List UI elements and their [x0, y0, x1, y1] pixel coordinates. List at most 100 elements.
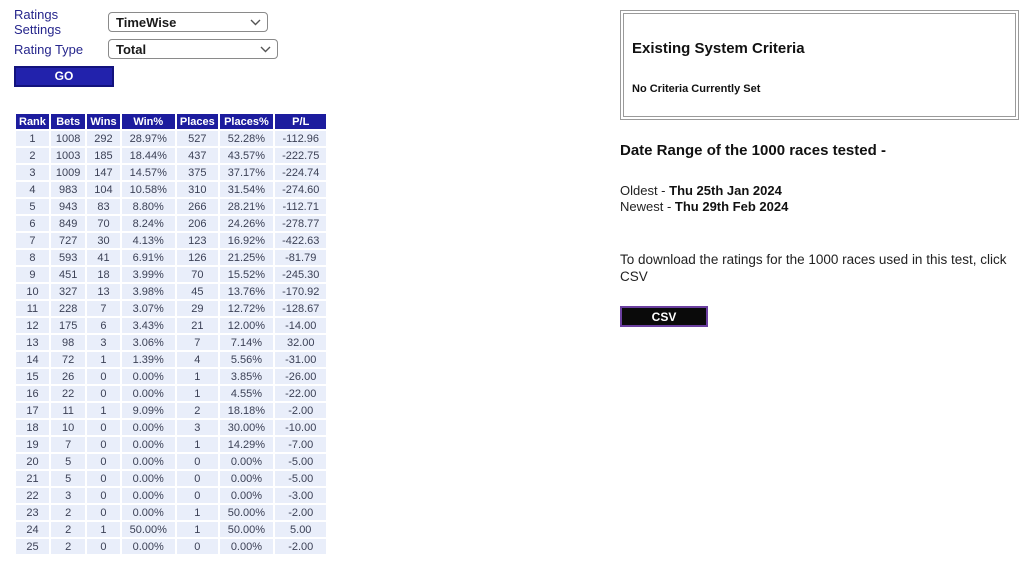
table-cell: 11: [16, 301, 49, 316]
column-header: Places: [176, 114, 218, 129]
table-cell: 2: [16, 148, 49, 163]
table-cell: 3.06%: [121, 335, 175, 350]
table-cell: 437: [176, 148, 218, 163]
table-cell: 147: [87, 165, 120, 180]
system-criteria-panel: Existing System Criteria No Criteria Cur…: [620, 10, 1019, 327]
table-cell: 3.07%: [121, 301, 175, 316]
table-cell: 6.91%: [121, 250, 175, 265]
table-cell: -2.00: [275, 505, 327, 520]
table-cell: 4.13%: [121, 233, 175, 248]
oldest-label: Oldest -: [620, 183, 670, 198]
table-cell: -5.00: [275, 454, 327, 469]
table-cell: -422.63: [275, 233, 327, 248]
table-cell: 3: [16, 165, 49, 180]
table-cell: 0: [87, 437, 120, 452]
table-cell: 0: [87, 471, 120, 486]
table-cell: 228: [50, 301, 86, 316]
table-cell: 185: [87, 148, 120, 163]
table-row: 9 451 18 3.99% 70 15.52% -245.30: [16, 267, 327, 282]
table-row: 4 983 104 10.58% 310 31.54% -274.60: [16, 182, 327, 197]
table-cell: -81.79: [275, 250, 327, 265]
table-cell: 327: [50, 284, 86, 299]
newest-label: Newest -: [620, 199, 675, 214]
download-instructions: To download the ratings for the 1000 rac…: [620, 252, 1007, 284]
csv-download-button[interactable]: CSV: [620, 306, 708, 327]
table-cell: 1008: [50, 131, 86, 146]
table-cell: 727: [50, 233, 86, 248]
table-cell: 3: [50, 488, 86, 503]
table-row: 18 10 0 0.00% 3 30.00% -10.00: [16, 420, 327, 435]
table-cell: 70: [87, 216, 120, 231]
table-cell: 15.52%: [219, 267, 274, 282]
table-cell: 18: [16, 420, 49, 435]
table-cell: 0.00%: [121, 539, 175, 554]
column-header: Wins: [87, 114, 120, 129]
table-row: 10 327 13 3.98% 45 13.76% -170.92: [16, 284, 327, 299]
rating-type-select[interactable]: Total: [108, 39, 278, 59]
table-cell: 0.00%: [219, 471, 274, 486]
table-cell: 22: [16, 488, 49, 503]
table-cell: 0.00%: [121, 454, 175, 469]
table-cell: 50.00%: [121, 522, 175, 537]
table-cell: -10.00: [275, 420, 327, 435]
table-cell: 15: [16, 369, 49, 384]
table-cell: 1: [176, 505, 218, 520]
table-cell: 375: [176, 165, 218, 180]
table-cell: 14: [16, 352, 49, 367]
table-cell: 6: [16, 216, 49, 231]
table-cell: 7: [16, 233, 49, 248]
table-cell: 18: [87, 267, 120, 282]
table-cell: 10: [50, 420, 86, 435]
table-cell: 13: [16, 335, 49, 350]
table-cell: 21: [176, 318, 218, 333]
table-cell: 104: [87, 182, 120, 197]
table-cell: 4: [176, 352, 218, 367]
table-cell: -14.00: [275, 318, 327, 333]
table-row: 15 26 0 0.00% 1 3.85% -26.00: [16, 369, 327, 384]
table-cell: 126: [176, 250, 218, 265]
newest-date-value: Thu 29th Feb 2024: [674, 199, 789, 214]
table-cell: 0.00%: [219, 539, 274, 554]
go-button[interactable]: GO: [14, 66, 114, 87]
criteria-status-text: No Criteria Currently Set: [632, 83, 761, 95]
table-cell: 18.18%: [219, 403, 274, 418]
ratings-settings-selected-value: TimeWise: [116, 14, 177, 30]
table-cell: 14.57%: [121, 165, 175, 180]
table-cell: -2.00: [275, 539, 327, 554]
table-cell: 5: [50, 471, 86, 486]
table-cell: 0: [87, 539, 120, 554]
table-cell: 206: [176, 216, 218, 231]
table-cell: 14.29%: [219, 437, 274, 452]
column-header: Places%: [219, 114, 274, 129]
table-cell: 1: [176, 369, 218, 384]
table-row: 2 1003 185 18.44% 437 43.57% -222.75: [16, 148, 327, 163]
ratings-settings-select[interactable]: TimeWise: [108, 12, 268, 32]
table-cell: 7.14%: [219, 335, 274, 350]
table-cell: 43.57%: [219, 148, 274, 163]
table-cell: 9.09%: [121, 403, 175, 418]
table-cell: 10: [16, 284, 49, 299]
table-cell: 2: [50, 539, 86, 554]
table-cell: 3.99%: [121, 267, 175, 282]
table-cell: -112.96: [275, 131, 327, 146]
table-cell: -222.75: [275, 148, 327, 163]
ratings-controls-and-table: Ratings Settings TimeWise Rating Type To…: [14, 7, 329, 556]
newest-date-line: Newest - Thu 29th Feb 2024: [620, 199, 1019, 215]
table-cell: 1003: [50, 148, 86, 163]
table-cell: 52.28%: [219, 131, 274, 146]
table-cell: 20: [16, 454, 49, 469]
table-cell: 22: [50, 386, 86, 401]
table-cell: 0.00%: [121, 420, 175, 435]
table-cell: 45: [176, 284, 218, 299]
table-cell: 0: [176, 488, 218, 503]
table-cell: 3.98%: [121, 284, 175, 299]
table-cell: 310: [176, 182, 218, 197]
table-cell: -22.00: [275, 386, 327, 401]
table-cell: -3.00: [275, 488, 327, 503]
table-row: 24 2 1 50.00% 1 50.00% 5.00: [16, 522, 327, 537]
column-header: Win%: [121, 114, 175, 129]
table-row: 7 727 30 4.13% 123 16.92% -422.63: [16, 233, 327, 248]
table-cell: 23: [16, 505, 49, 520]
table-row: 5 943 83 8.80% 266 28.21% -112.71: [16, 199, 327, 214]
table-cell: 983: [50, 182, 86, 197]
